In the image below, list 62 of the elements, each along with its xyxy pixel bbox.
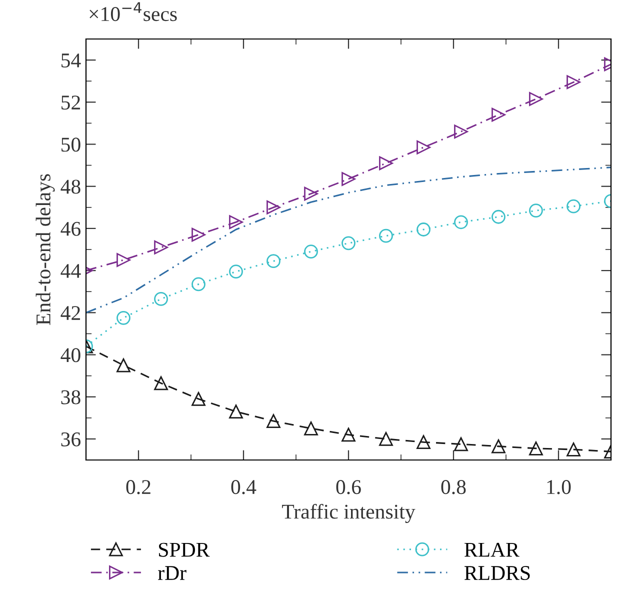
x-tick-label: 0.2 bbox=[126, 480, 150, 494]
y-tick-label: 54 bbox=[62, 54, 81, 68]
legend-label: RLAR bbox=[464, 542, 520, 557]
point bbox=[154, 292, 168, 306]
point bbox=[529, 441, 543, 456]
point bbox=[529, 92, 543, 106]
legend-label: SPDR bbox=[159, 542, 210, 557]
y-tick-label: 36 bbox=[61, 432, 81, 446]
y-tick-label: 38 bbox=[61, 390, 80, 404]
x-axis-title: Traffic intensity bbox=[282, 504, 416, 524]
point bbox=[492, 108, 506, 122]
x-tick-label: 0.6 bbox=[336, 480, 361, 494]
y-tick-label: 44 bbox=[60, 264, 81, 278]
point bbox=[154, 240, 168, 254]
y-tick-label: 42 bbox=[60, 306, 80, 320]
point bbox=[304, 421, 318, 436]
point bbox=[454, 437, 468, 452]
point bbox=[266, 254, 280, 268]
line-series bbox=[86, 166, 611, 314]
point bbox=[229, 404, 243, 419]
point bbox=[154, 376, 168, 390]
x-tick-label: 0.8 bbox=[441, 480, 466, 494]
point bbox=[192, 392, 206, 406]
point bbox=[454, 215, 468, 230]
x-tick-label: 0.4 bbox=[231, 480, 256, 494]
point bbox=[379, 156, 393, 170]
point bbox=[116, 358, 130, 372]
point bbox=[454, 124, 468, 139]
point bbox=[566, 199, 580, 214]
point bbox=[304, 244, 318, 259]
y-axis-title: End-to-end delays bbox=[36, 174, 55, 325]
point bbox=[116, 310, 130, 325]
point bbox=[379, 432, 393, 446]
legend-label: RLDRS bbox=[464, 566, 530, 580]
point bbox=[379, 228, 393, 243]
point bbox=[342, 236, 356, 250]
y-tick-label: 46 bbox=[60, 222, 81, 236]
point bbox=[492, 210, 506, 224]
point bbox=[192, 228, 206, 242]
point bbox=[266, 414, 280, 428]
point bbox=[304, 186, 318, 201]
point bbox=[266, 200, 280, 214]
y-tick-label: 50 bbox=[62, 138, 80, 152]
point bbox=[416, 435, 430, 450]
y-tick-label: 40 bbox=[60, 348, 80, 362]
point bbox=[529, 204, 543, 218]
point bbox=[229, 264, 243, 279]
point bbox=[342, 172, 356, 186]
point bbox=[416, 222, 430, 236]
y-tick-label: 48 bbox=[60, 180, 80, 194]
point bbox=[416, 140, 430, 154]
point bbox=[566, 75, 580, 90]
legend-label: rDr bbox=[158, 566, 186, 580]
point bbox=[192, 277, 206, 292]
text: ×10$^{−4}$secs bbox=[90, 2, 177, 22]
y-tick-label: 52 bbox=[62, 96, 80, 110]
x-tick-label: 1.0 bbox=[547, 480, 571, 494]
point bbox=[116, 253, 130, 267]
point bbox=[566, 442, 580, 456]
point bbox=[342, 428, 356, 442]
point bbox=[492, 439, 506, 454]
point bbox=[229, 215, 243, 230]
